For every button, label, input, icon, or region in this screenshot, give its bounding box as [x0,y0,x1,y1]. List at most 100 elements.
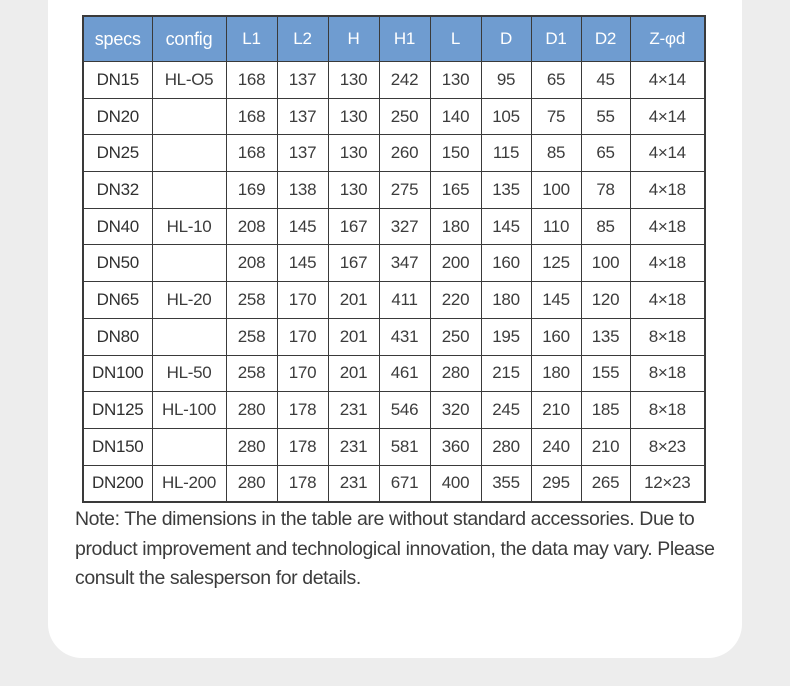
table-cell: DN65 [82,281,153,319]
table-cell: 137 [276,134,329,173]
table-cell: 130 [429,61,482,99]
column-header: L2 [276,15,329,62]
column-header: specs [82,15,153,62]
column-header: H [327,15,380,62]
table-cell [151,427,227,466]
table-cell: 8×18 [629,317,706,356]
table-cell: 167 [327,244,380,283]
table-cell: 4×18 [629,171,706,209]
table-cell: 168 [225,61,278,99]
table-cell: 431 [378,317,431,356]
table-cell: 201 [327,317,380,356]
table-cell: 130 [327,134,380,173]
dimension-spec-table: specs config L1 L2 H H1 L D D1 D2 Z-φd DN15 HL-O5 16… [82,15,706,504]
table-cell: 155 [580,354,631,393]
table-cell: DN200 [82,464,153,503]
table-cell: DN15 [82,61,153,99]
table-cell: DN40 [82,207,153,246]
table-cell: 195 [480,317,532,356]
table-row: DN15 HL-O5 168 137 130 242 130 95 65 45 4×14 [82,61,706,99]
table-cell: DN125 [82,391,153,429]
table-cell: DN50 [82,244,153,283]
table-cell: 78 [580,171,631,209]
table-cell: 135 [480,171,532,209]
table-cell: 178 [276,464,329,503]
table-cell [151,317,227,356]
table-cell: 671 [378,464,431,503]
table-cell: 145 [276,207,329,246]
table-cell: 201 [327,354,380,393]
table-cell: 160 [480,244,532,283]
table-cell: HL-50 [151,354,227,393]
column-header: H1 [378,15,431,62]
content-card: specs config L1 L2 H H1 L D D1 D2 Z-φd DN15 HL-O5 16… [48,0,742,658]
table-cell: 178 [276,427,329,466]
table-cell: 280 [225,427,278,466]
table-cell: 4×18 [629,281,706,319]
table-cell: 201 [327,281,380,319]
table-row: DN32 169 138 130 275 165 135 100 78 4×18 [82,171,706,209]
table-row: DN200 HL-200 280 178 231 671 400 355 295 265 12×23 [82,464,706,503]
table-cell: 8×23 [629,427,706,466]
table-cell: HL-100 [151,391,227,429]
table-cell: 4×14 [629,97,706,136]
table-cell: 170 [276,317,329,356]
table-cell: 130 [327,97,380,136]
table-cell: 240 [530,427,582,466]
note-text: Note: The dimensions in the table are wi… [75,508,715,589]
table-cell: 137 [276,97,329,136]
table-cell: 115 [480,134,532,173]
table-cell: 105 [480,97,532,136]
table-cell: 265 [580,464,631,503]
table-row: DN50 208 145 167 347 200 160 125 100 4×18 [82,244,706,283]
table-cell: 258 [225,317,278,356]
table-cell: 180 [429,207,482,246]
table-cell: 125 [530,244,582,283]
table-cell: 12×23 [629,464,706,503]
table-cell: 250 [378,97,431,136]
table-cell: 231 [327,427,380,466]
table-row: DN150 280 178 231 581 360 280 240 210 8×23 [82,427,706,466]
table-cell: 65 [530,61,582,99]
table-cell: DN32 [82,171,153,209]
table-cell: 167 [327,207,380,246]
table-cell: 170 [276,281,329,319]
table-cell: 137 [276,61,329,99]
column-header: Z-φd [629,15,706,62]
table-cell: 275 [378,171,431,209]
table-cell: DN20 [82,97,153,136]
table-row: DN100 HL-50 258 170 201 461 280 215 180 155 8×18 [82,354,706,393]
table-cell: 110 [530,207,582,246]
table-cell: 95 [480,61,532,99]
table-cell: 150 [429,134,482,173]
table-cell: 130 [327,171,380,209]
table-cell [151,171,227,209]
table-cell: 185 [580,391,631,429]
table-cell [151,97,227,136]
table-cell: 180 [480,281,532,319]
table-cell: 120 [580,281,631,319]
table-cell: 180 [530,354,582,393]
table-cell: HL-20 [151,281,227,319]
table-cell: 170 [276,354,329,393]
table-cell: 138 [276,171,329,209]
table-cell: 320 [429,391,482,429]
table-cell: 411 [378,281,431,319]
table-cell: 140 [429,97,482,136]
table-body: DN15 HL-O5 168 137 130 242 130 95 65 45 4×14 DN20 16… [82,61,706,503]
table-cell: 178 [276,391,329,429]
table-cell: 208 [225,244,278,283]
table-cell: 165 [429,171,482,209]
column-header: L1 [225,15,278,62]
table-cell: 160 [530,317,582,356]
table-cell: 75 [530,97,582,136]
table-cell: 258 [225,354,278,393]
table-cell: 100 [580,244,631,283]
table-row: DN20 168 137 130 250 140 105 75 55 4×14 [82,97,706,136]
table-cell: 280 [225,391,278,429]
table-cell: 260 [378,134,431,173]
table-cell: 220 [429,281,482,319]
table-cell: 200 [429,244,482,283]
table-cell: 280 [429,354,482,393]
table-cell: 8×18 [629,354,706,393]
